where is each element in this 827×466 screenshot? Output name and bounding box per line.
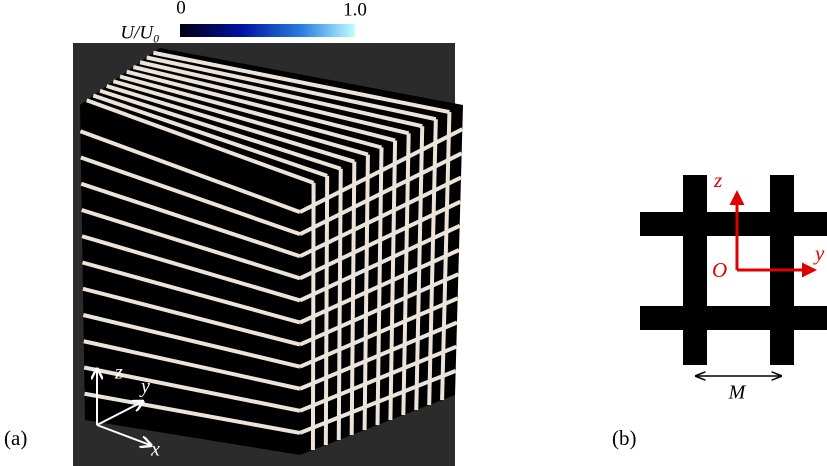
axis-label: y (813, 241, 825, 265)
axis-label: y (139, 376, 150, 398)
colorbar-label: U/U₀ (120, 22, 159, 43)
axis-label: x (150, 439, 160, 461)
colorbar (180, 24, 355, 37)
spacing-label: M (728, 382, 747, 404)
panel-label: (a) (4, 426, 27, 450)
axis-label: z (713, 168, 722, 192)
figure: U/U₀ 0 1.0 z y x (a) z y O M (b) (0, 0, 827, 466)
origin-label: O (712, 258, 727, 282)
colorbar-min: 0 (176, 0, 186, 18)
colorbar-max: 1.0 (343, 0, 367, 20)
page: {"colorbar": {"label": "U/U₀", "min_labe… (0, 0, 827, 466)
panel-label: (b) (612, 426, 637, 450)
axis-label: z (114, 362, 123, 384)
cube (80, 48, 463, 455)
